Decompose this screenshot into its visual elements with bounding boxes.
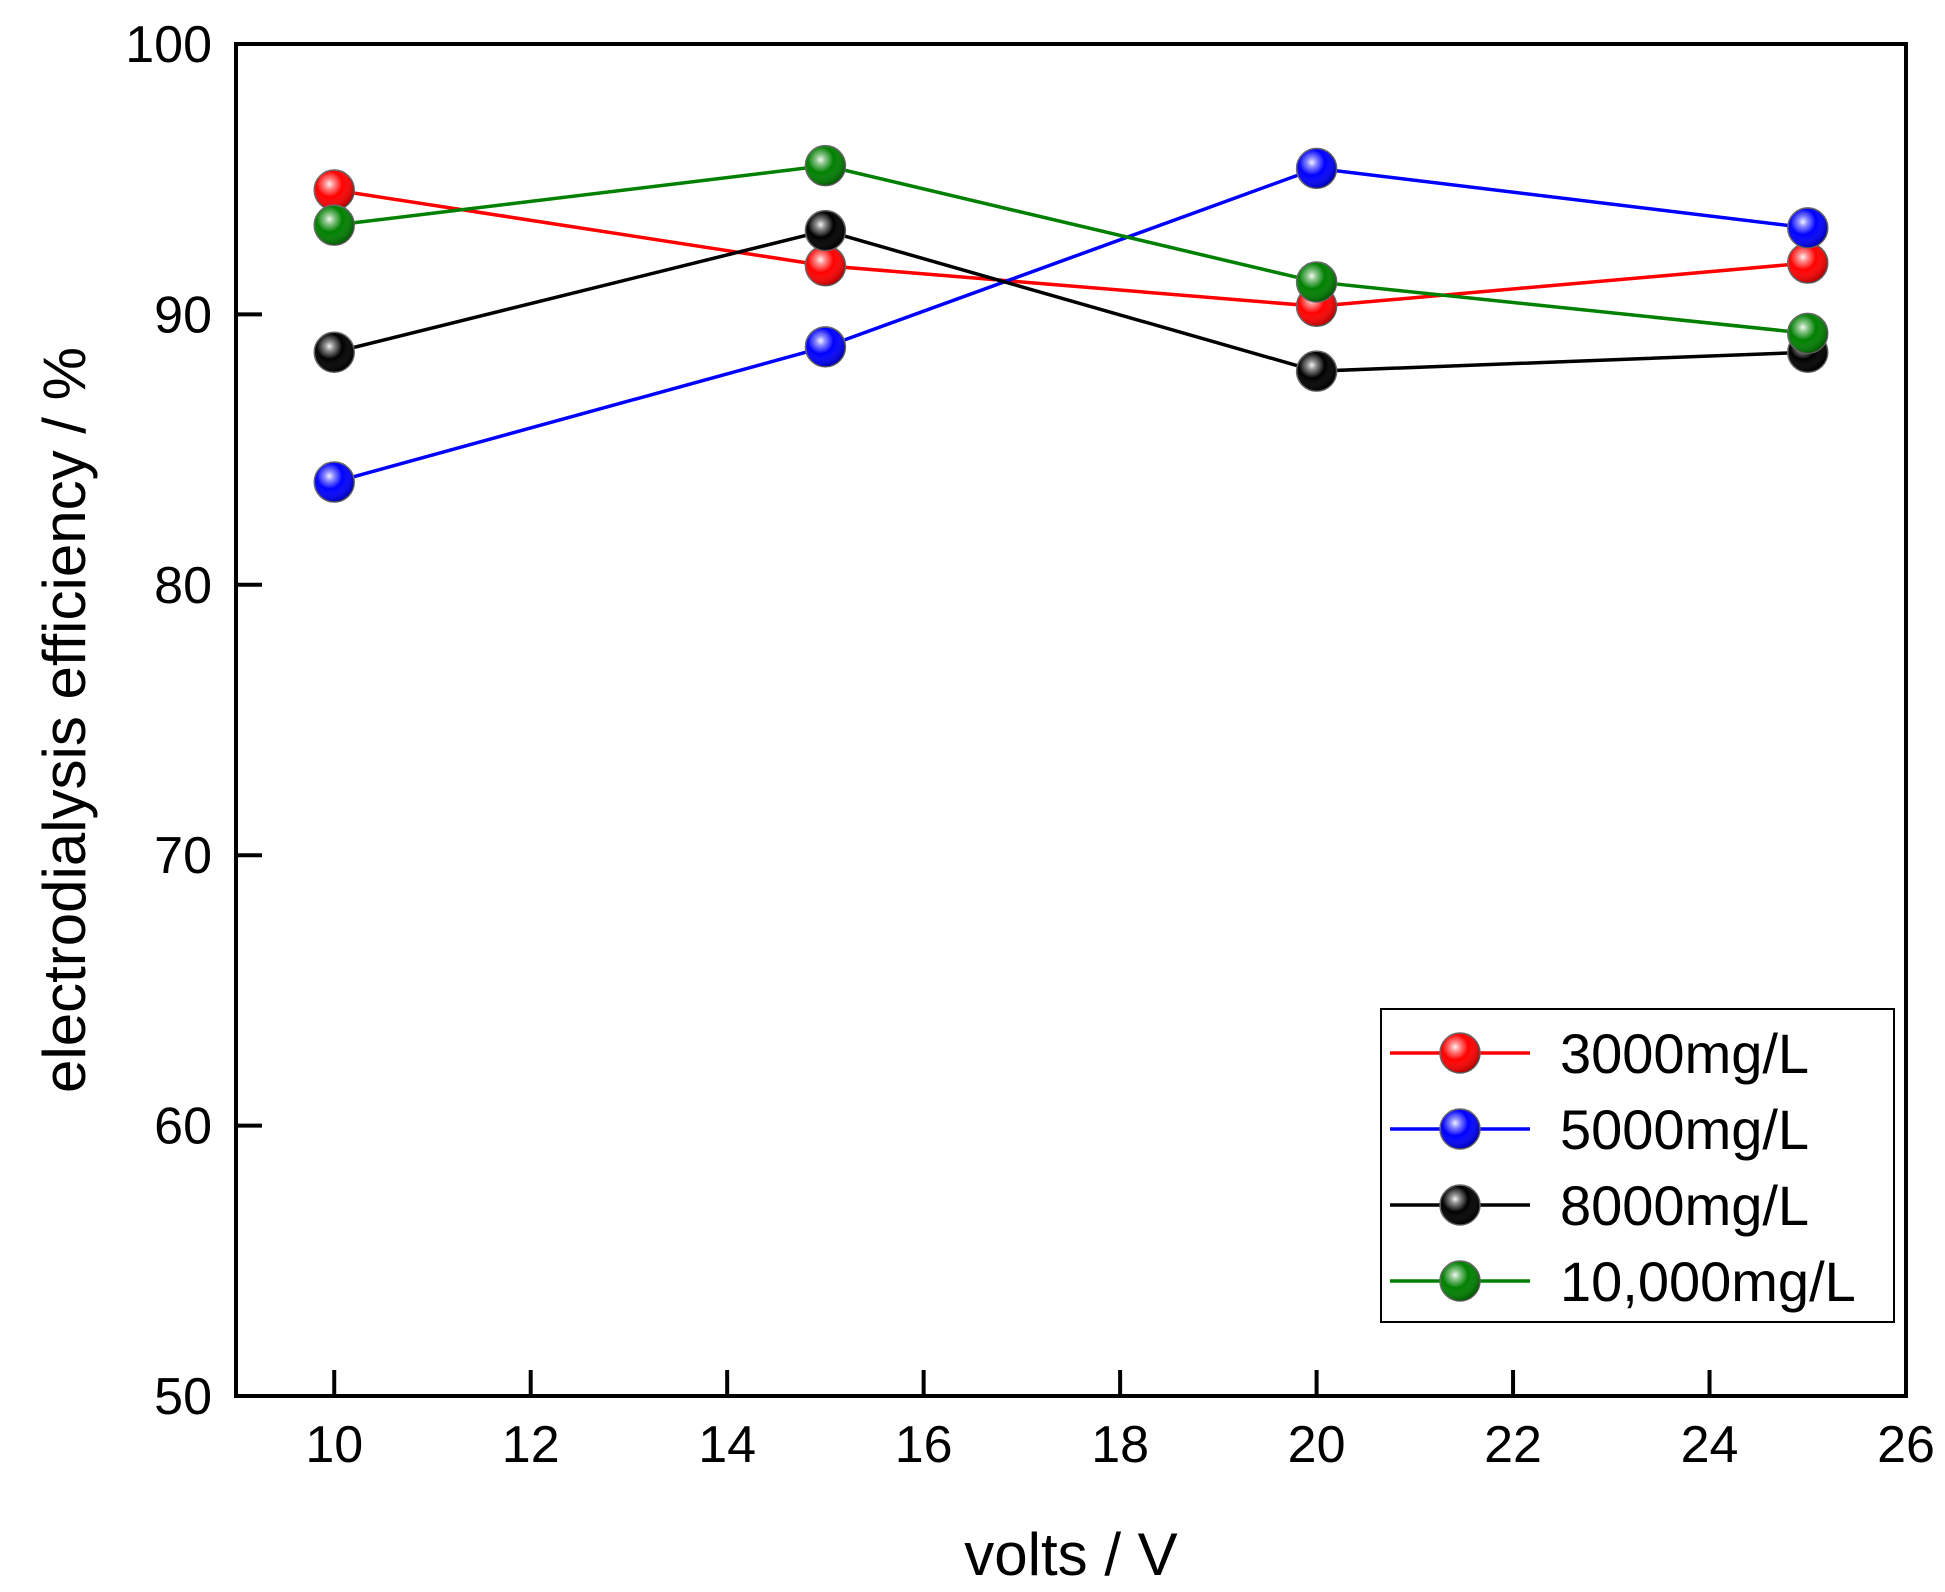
x-tick-label: 12: [502, 1416, 560, 1474]
legend-label: 5000mg/L: [1560, 1098, 1809, 1161]
legend-marker: [1439, 1184, 1481, 1226]
x-tick-label: 16: [895, 1416, 953, 1474]
data-point: [313, 169, 355, 211]
x-axis: 10 12 14 16 18 20 22 24 26: [305, 1370, 1935, 1474]
y-tick-label: 100: [125, 16, 212, 74]
y-tick-label: 90: [154, 286, 212, 344]
data-point: [313, 331, 355, 374]
legend-marker: [1439, 1260, 1481, 1302]
y-tick-label: 60: [154, 1098, 212, 1156]
legend-item: 8000mg/L: [1390, 1174, 1809, 1237]
plot-area: [313, 144, 1829, 503]
legend-item: 3000mg/L: [1390, 1022, 1809, 1085]
legend-marker: [1439, 1108, 1481, 1150]
data-point: [804, 144, 847, 187]
plot-frame: [234, 42, 1908, 1398]
x-tick-label: 26: [1877, 1416, 1935, 1474]
x-tick-label: 22: [1484, 1416, 1542, 1474]
y-tick-label: 80: [154, 557, 212, 615]
data-point: [804, 209, 847, 252]
x-tick-label: 24: [1681, 1416, 1739, 1474]
x-tick-label: 10: [305, 1416, 363, 1474]
data-point: [1787, 207, 1829, 249]
series-line: [333, 188, 1808, 309]
series-line: [333, 228, 1808, 373]
data-point: [1787, 312, 1829, 355]
data-point: [1295, 350, 1338, 392]
x-tick-label: 20: [1288, 1416, 1346, 1474]
legend-label: 10,000mg/L: [1560, 1250, 1856, 1313]
y-axis: 50 60 70 80 90 100: [125, 16, 262, 1426]
data-point: [1295, 147, 1338, 190]
legend-marker: [1439, 1032, 1481, 1074]
x-tick-label: 14: [698, 1416, 756, 1474]
legend-item: 10,000mg/L: [1390, 1250, 1856, 1313]
series-line: [333, 166, 1808, 484]
legend-label: 3000mg/L: [1560, 1022, 1809, 1085]
data-point: [313, 461, 355, 503]
data-point: [1787, 242, 1829, 284]
legend-item: 5000mg/L: [1390, 1098, 1809, 1161]
data-point: [313, 204, 355, 246]
y-axis-title: electrodialysis efficiency / %: [31, 347, 98, 1093]
y-tick-label: 70: [154, 827, 212, 885]
data-point: [804, 326, 847, 368]
legend: 3000mg/L 5000mg/L 8000mg/L 10,000mg/L: [1380, 1008, 1895, 1323]
legend-label: 8000mg/L: [1560, 1174, 1809, 1237]
x-tick-label: 18: [1091, 1416, 1149, 1474]
series-line: [334, 163, 1808, 336]
data-point: [1295, 261, 1338, 303]
y-tick-label: 50: [154, 1368, 212, 1426]
x-axis-title: volts / V: [964, 1521, 1177, 1588]
data-point: [804, 244, 847, 287]
